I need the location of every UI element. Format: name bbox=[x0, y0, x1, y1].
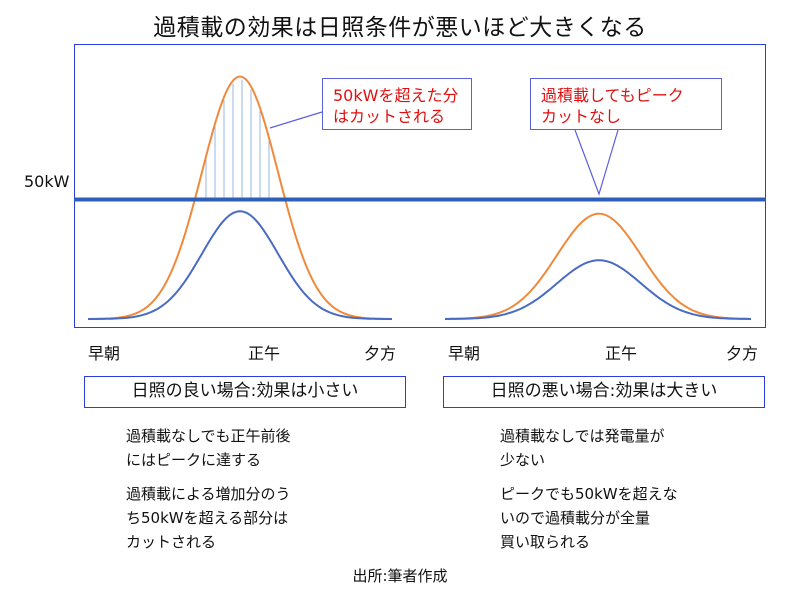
callout-right-line2: カットなし bbox=[541, 107, 622, 126]
callout-left: 50kWを超えた分 はカットされる bbox=[322, 78, 472, 130]
tick-right-evening: 夕方 bbox=[726, 344, 759, 363]
note-left-1: 過積載なしでも正午前後 にはピークに達する bbox=[126, 427, 291, 469]
callout-right: 過積載してもピーク カットなし bbox=[530, 78, 722, 130]
label-poor-sunshine: 日照の悪い場合:効果は大きい bbox=[443, 376, 765, 408]
page-title: 過積載の効果は日照条件が悪いほど大きくなる bbox=[153, 15, 647, 41]
callout-right-line1: 過積載してもピーク bbox=[541, 86, 684, 105]
callout-left-pointer bbox=[269, 111, 323, 129]
callout-left-line1: 50kWを超えた分 bbox=[333, 86, 459, 105]
panel2-series2-curve bbox=[445, 259, 751, 320]
chart-frame bbox=[74, 44, 766, 328]
panel2-series1-curve bbox=[445, 212, 751, 320]
panel1-series2-curve bbox=[88, 210, 392, 320]
tick-right-early-morning: 早朝 bbox=[448, 344, 481, 363]
note-right-2: ピークでも50kWを超えな いので過積載分が全量 買い取られる bbox=[500, 485, 678, 551]
callout-left-line2: はカットされる bbox=[333, 107, 446, 126]
threshold-label: 50kW bbox=[24, 172, 70, 191]
panel1-series1-curve bbox=[88, 75, 392, 320]
note-right-1: 過積載なしでは発電量が 少ない bbox=[500, 427, 665, 469]
tick-left-evening: 夕方 bbox=[364, 344, 397, 363]
tick-left-early-morning: 早朝 bbox=[88, 344, 121, 363]
tick-left-noon: 正午 bbox=[248, 344, 281, 363]
label-good-sunshine: 日照の良い場合:効果は小さい bbox=[84, 376, 406, 408]
callout-right-pointer bbox=[574, 129, 619, 196]
note-left-2: 過積載による増加分のう ち50kWを超える部分は カットされる bbox=[126, 485, 291, 551]
tick-right-noon: 正午 bbox=[605, 344, 638, 363]
source-note: 出所:筆者作成 bbox=[352, 567, 448, 585]
